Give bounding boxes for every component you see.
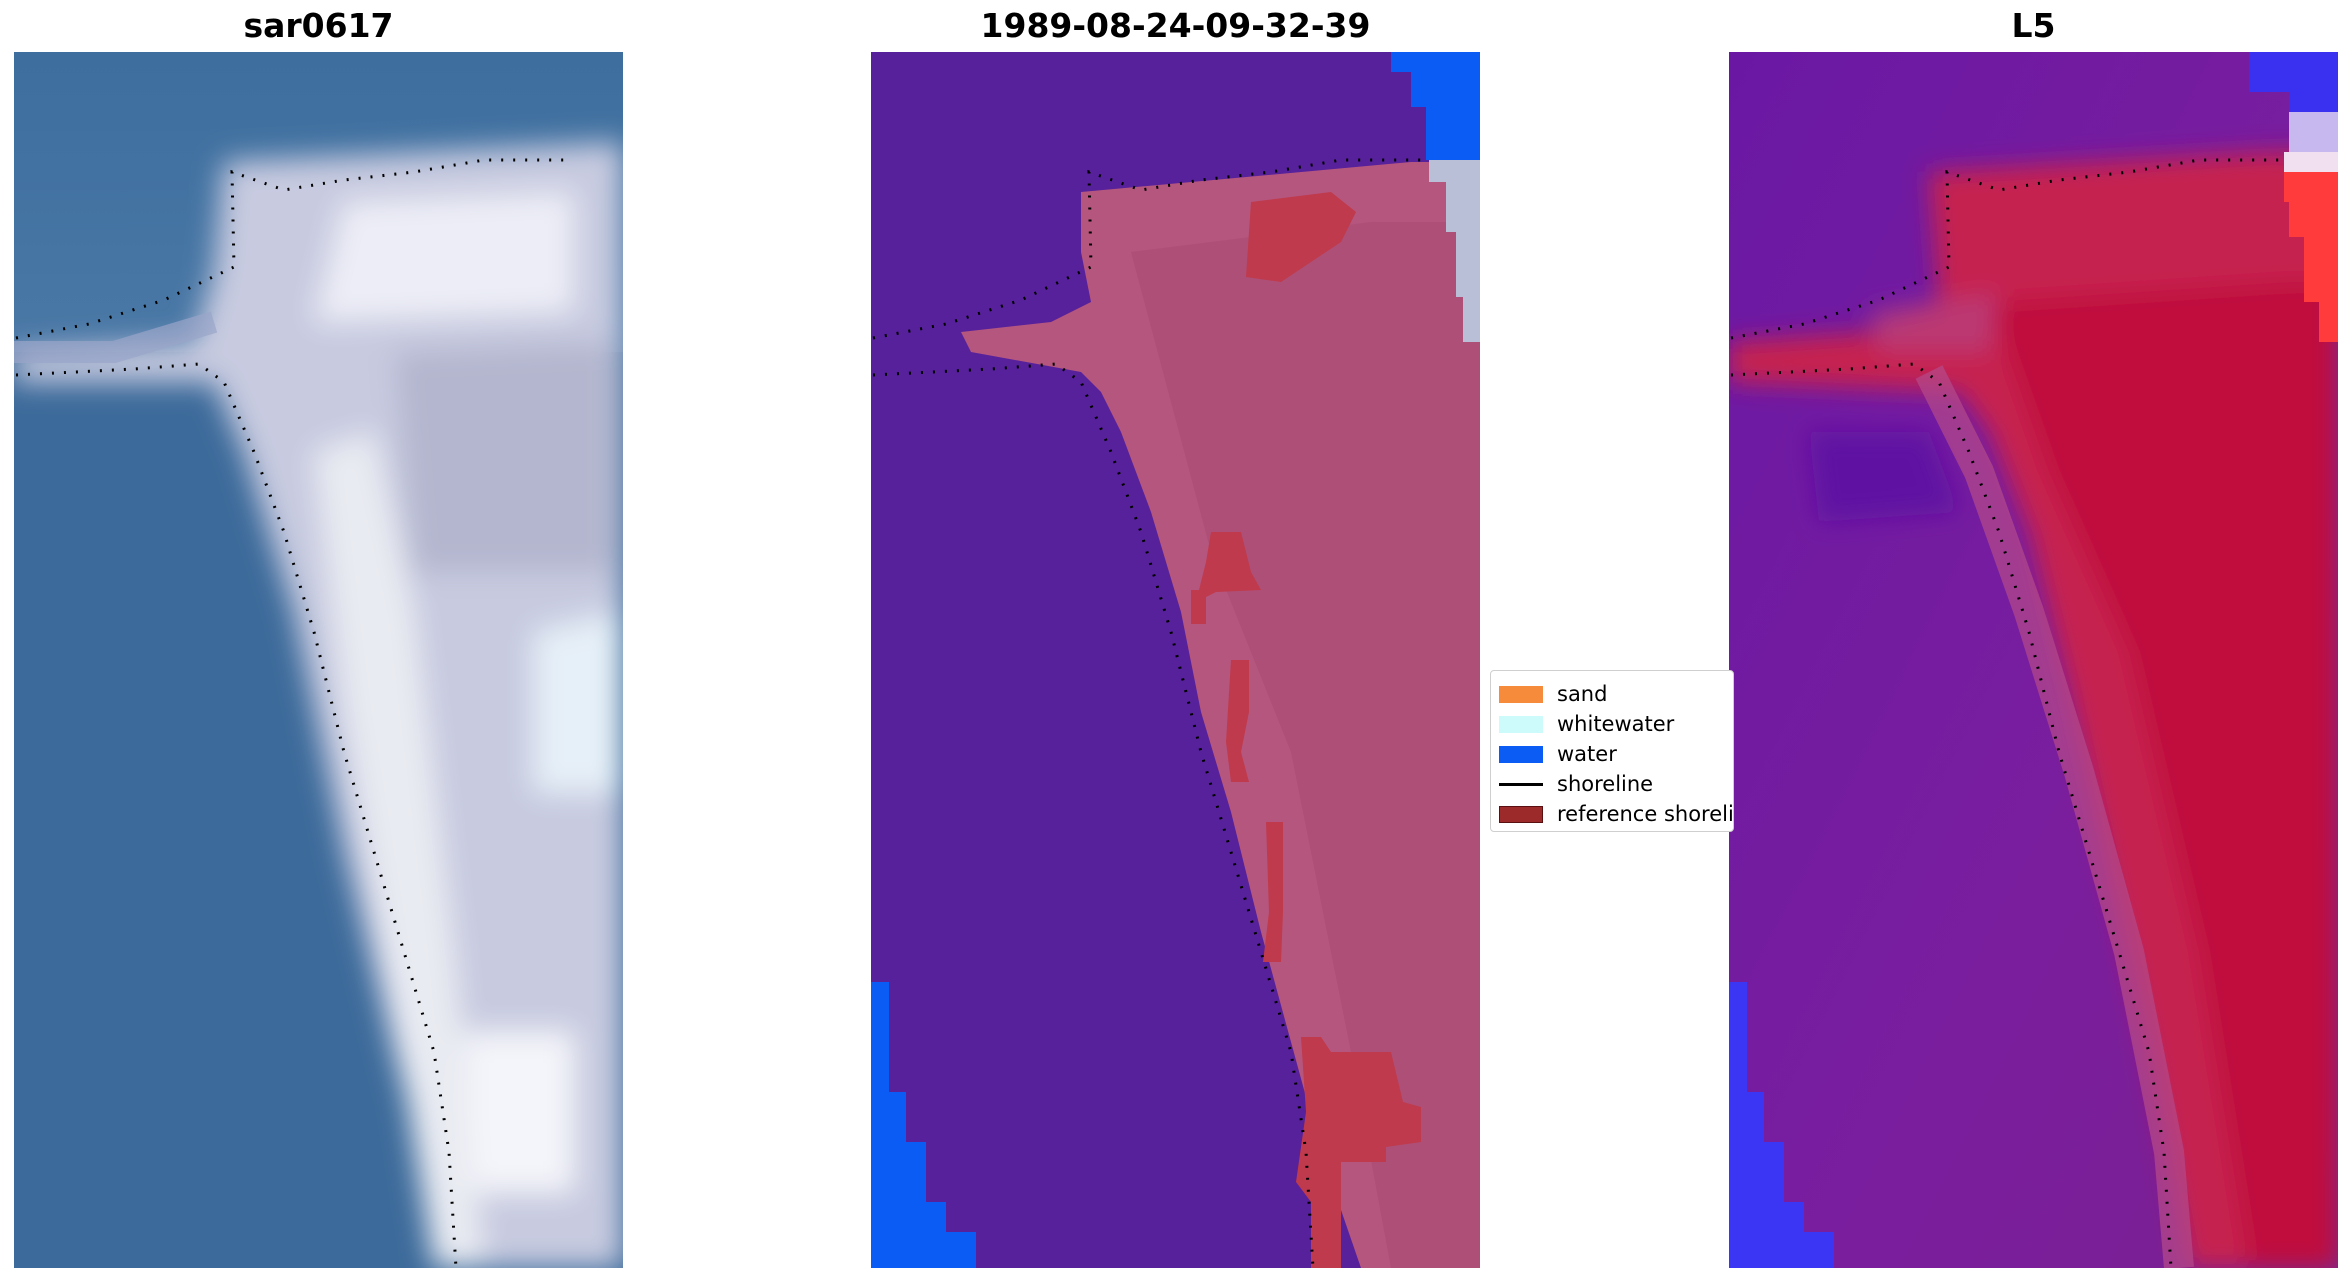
legend-swatch-whitewater <box>1499 715 1543 733</box>
legend-swatch-reference-shoreline <box>1499 805 1543 823</box>
panel-title-index: L5 <box>2011 6 2056 45</box>
panel-title-rgb: sar0617 <box>243 6 394 45</box>
legend-label-whitewater: whitewater <box>1557 712 1675 736</box>
classified-image-panel <box>871 52 1480 1268</box>
legend-item-sand: sand <box>1499 681 1607 707</box>
legend-label-shoreline: shoreline <box>1557 772 1654 796</box>
legend-line-shoreline <box>1499 782 1543 786</box>
legend-item-water: water <box>1499 741 1617 767</box>
legend-swatch-water <box>1499 745 1543 763</box>
index-image-panel <box>1729 52 2338 1268</box>
legend: sand whitewater water shoreline referenc… <box>1490 670 1734 832</box>
classified-image <box>871 52 1480 1268</box>
index-heatmap <box>1729 52 2338 1268</box>
legend-item-whitewater: whitewater <box>1499 711 1674 737</box>
legend-label-water: water <box>1557 742 1617 766</box>
legend-swatch-sand <box>1499 685 1543 703</box>
rgb-image <box>14 52 623 1268</box>
legend-label-reference-shoreline: reference shoreline <box>1557 802 1734 826</box>
legend-item-reference-shoreline: reference shoreline <box>1499 801 1734 827</box>
rgb-image-panel <box>14 52 623 1268</box>
legend-label-sand: sand <box>1557 682 1608 706</box>
panel-title-classified: 1989-08-24-09-32-39 <box>980 6 1371 45</box>
legend-item-shoreline: shoreline <box>1499 771 1653 797</box>
